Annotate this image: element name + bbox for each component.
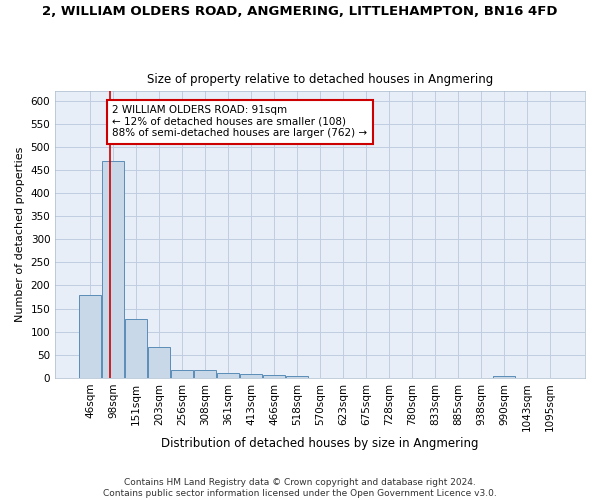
Bar: [263, 375, 285, 378]
Text: 2 WILLIAM OLDERS ROAD: 91sqm
← 12% of detached houses are smaller (108)
88% of s: 2 WILLIAM OLDERS ROAD: 91sqm ← 12% of de…: [112, 105, 367, 138]
Bar: [217, 374, 239, 378]
Bar: [493, 376, 515, 378]
Title: Size of property relative to detached houses in Angmering: Size of property relative to detached ho…: [147, 73, 493, 86]
Bar: [171, 370, 193, 378]
X-axis label: Distribution of detached houses by size in Angmering: Distribution of detached houses by size …: [161, 437, 479, 450]
Bar: [194, 370, 216, 378]
Bar: [102, 160, 124, 378]
Bar: [148, 346, 170, 378]
Y-axis label: Number of detached properties: Number of detached properties: [15, 147, 25, 322]
Text: 2, WILLIAM OLDERS ROAD, ANGMERING, LITTLEHAMPTON, BN16 4FD: 2, WILLIAM OLDERS ROAD, ANGMERING, LITTL…: [42, 5, 558, 18]
Bar: [79, 294, 101, 378]
Bar: [125, 319, 147, 378]
Bar: [286, 376, 308, 378]
Text: Contains HM Land Registry data © Crown copyright and database right 2024.
Contai: Contains HM Land Registry data © Crown c…: [103, 478, 497, 498]
Bar: [240, 374, 262, 378]
